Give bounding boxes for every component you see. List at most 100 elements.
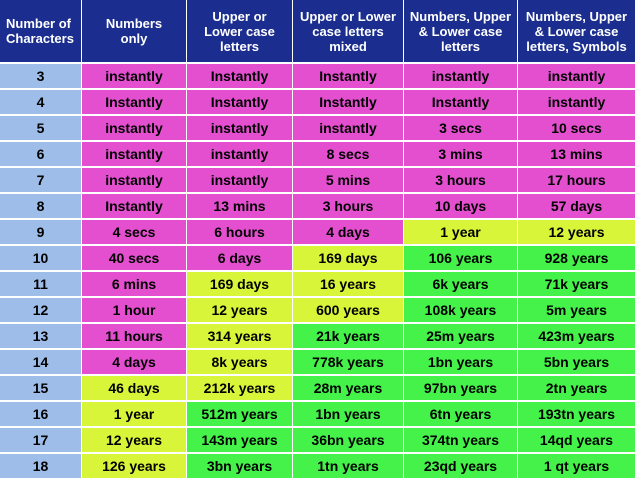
character-count-cell: 13 [0,324,82,350]
crack-time-cell: 57 days [518,194,636,220]
crack-time-cell: instantly [82,142,187,168]
crack-time-cell: 10 days [404,194,518,220]
table-row: 5 instantly instantly instantly 3 secs 10 sec… [0,116,636,142]
crack-time-cell: 5 mins [293,168,404,194]
crack-time-cell: instantly [518,90,636,116]
crack-time-cell: 1bn years [404,350,518,376]
crack-time-cell: 6k years [404,272,518,298]
table-row: 16 1 year 512m years 1bn years 6tn years 193t… [0,402,636,428]
crack-time-cell: 11 hours [82,324,187,350]
crack-time-cell: 1 year [404,220,518,246]
col-header-mixed-case: Upper or Lower case letters mixed [293,0,404,64]
crack-time-cell: instantly [187,142,293,168]
character-count-cell: 5 [0,116,82,142]
crack-time-cell: 16 years [293,272,404,298]
table-row: 12 1 hour 12 years 600 years 108k years 5m ye… [0,298,636,324]
character-count-cell: 8 [0,194,82,220]
crack-time-cell: 25m years [404,324,518,350]
crack-time-cell: 212k years [187,376,293,402]
table-row: 6 instantly instantly 8 secs 3 mins 13 mins [0,142,636,168]
crack-time-cell: instantly [187,168,293,194]
header-line: Lower case [204,23,275,39]
character-count-cell: 10 [0,246,82,272]
table-row: 15 46 days 212k years 28m years 97bn years 2t… [0,376,636,402]
crack-time-cell: Instantly [293,64,404,90]
crack-time-cell: 12 years [518,220,636,246]
header-line: letters [219,38,260,54]
crack-time-cell: 423m years [518,324,636,350]
crack-time-cell: 2tn years [518,376,636,402]
crack-time-cell: 12 years [82,428,187,454]
crack-time-cell: instantly [82,168,187,194]
crack-time-cell: 4 days [82,350,187,376]
crack-time-cell: 97bn years [404,376,518,402]
character-count-cell: 15 [0,376,82,402]
table-row: 18 126 years 3bn years 1tn years 23qd years 1… [0,454,636,480]
header-row: Number of Characters Numbers only Upper or Lo… [0,0,636,64]
crack-time-cell: 3 hours [404,168,518,194]
crack-time-cell: 374tn years [404,428,518,454]
crack-time-cell: 8k years [187,350,293,376]
table-row: 11 6 mins 169 days 16 years 6k years 71k year… [0,272,636,298]
character-count-cell: 14 [0,350,82,376]
crack-time-cell: 1bn years [293,402,404,428]
crack-time-cell: 4 days [293,220,404,246]
header-line: Number of [6,16,71,31]
crack-time-cell: Instantly [293,90,404,116]
col-header-characters: Number of Characters [0,0,82,64]
crack-time-cell: 3bn years [187,454,293,480]
crack-time-cell: 6 days [187,246,293,272]
crack-time-cell: 106 years [404,246,518,272]
character-count-cell: 9 [0,220,82,246]
crack-time-cell: Instantly [404,90,518,116]
crack-time-cell: instantly [187,116,293,142]
character-count-cell: 4 [0,90,82,116]
header-line: & Lower case [418,23,503,39]
crack-time-cell: 36bn years [293,428,404,454]
crack-time-cell: 126 years [82,454,187,480]
crack-time-cell: 3 secs [404,116,518,142]
crack-time-cell: 1 year [82,402,187,428]
character-count-cell: 6 [0,142,82,168]
crack-time-cell: instantly [404,64,518,90]
header-line: only [120,31,148,46]
table-row: 8 Instantly 13 mins 3 hours 10 days 57 days [0,194,636,220]
crack-time-cell: 512m years [187,402,293,428]
crack-time-cell: 5m years [518,298,636,324]
crack-time-cell: 169 days [187,272,293,298]
header-line: Upper or Lower [299,8,397,24]
crack-time-cell: 8 secs [293,142,404,168]
header-line: letters [440,38,481,54]
table-row: 17 12 years 143m years 36bn years 374tn year… [0,428,636,454]
crack-time-cell: 13 mins [187,194,293,220]
header-line: mixed [329,38,367,54]
col-header-numbers-mixed-case: Numbers, Upper & Lower case letters [404,0,518,64]
crack-time-cell: 3 mins [404,142,518,168]
character-count-cell: 12 [0,298,82,324]
crack-time-cell: 28m years [293,376,404,402]
crack-time-cell: Instantly [187,90,293,116]
crack-time-cell: 600 years [293,298,404,324]
crack-time-cell: 10 secs [518,116,636,142]
crack-time-cell: 108k years [404,298,518,324]
crack-time-cell: 778k years [293,350,404,376]
crack-time-cell: 6tn years [404,402,518,428]
crack-time-cell: 169 days [293,246,404,272]
table-row: 4 Instantly Instantly Instantly Instantly ins… [0,90,636,116]
crack-time-cell: 1tn years [293,454,404,480]
crack-time-cell: 12 years [187,298,293,324]
crack-time-cell: 1 hour [82,298,187,324]
table-body: 3 instantly Instantly Instantly instantly ins… [0,64,636,480]
crack-time-cell: 23qd years [404,454,518,480]
crack-time-cell: instantly [518,64,636,90]
crack-time-cell: 1 qt years [518,454,636,480]
crack-time-cell: 46 days [82,376,187,402]
col-header-upper-or-lower: Upper or Lower case letters [187,0,293,64]
crack-time-cell: instantly [82,64,187,90]
header-line: Upper or [212,8,267,24]
crack-time-cell: 928 years [518,246,636,272]
header-line: Numbers, Upper [525,8,628,24]
crack-time-cell: 143m years [187,428,293,454]
